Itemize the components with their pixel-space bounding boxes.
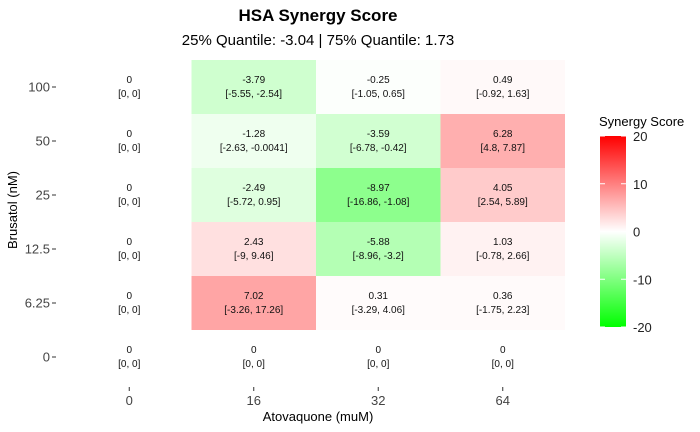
cell-value-label: 0 [126, 183, 132, 194]
cell-value-label: 0.49 [493, 75, 513, 86]
cell-value-label: 0 [126, 237, 132, 248]
cell-ci-label: [-5.55, -2.54] [225, 89, 282, 100]
heatmap-cell [191, 60, 316, 114]
heatmap-cell [191, 222, 316, 276]
cell-value-label: -3.79 [242, 75, 265, 86]
cell-value-label: 0 [500, 345, 506, 356]
heatmap-cell [440, 222, 565, 276]
cell-value-label: 1.03 [493, 237, 513, 248]
chart-title: HSA Synergy Score [238, 6, 397, 25]
x-tick-label: 32 [371, 393, 385, 408]
y-tick-label: 12.5 [25, 242, 50, 257]
heatmap-cell [67, 276, 192, 330]
cell-ci-label: [0, 0] [118, 305, 140, 316]
cell-value-label: 2.43 [244, 237, 264, 248]
cell-value-label: -5.88 [367, 237, 390, 248]
cell-ci-label: [4.8, 7.87] [481, 143, 526, 154]
heatmap-cell [67, 168, 192, 222]
heatmap-cell [440, 114, 565, 168]
heatmap-cell [67, 330, 192, 384]
heatmap-cell [67, 114, 192, 168]
x-tick-label: 64 [496, 393, 510, 408]
cell-ci-label: [-6.78, -0.42] [350, 143, 407, 154]
cell-value-label: 7.02 [244, 291, 264, 302]
heatmap-cell [191, 330, 316, 384]
heatmap-cell [191, 168, 316, 222]
cell-value-label: 4.05 [493, 183, 513, 194]
heatmap-cell [440, 60, 565, 114]
cell-value-label: 6.28 [493, 129, 513, 140]
cell-value-label: 0 [126, 75, 132, 86]
cell-ci-label: [-1.05, 0.65] [352, 89, 406, 100]
x-tick-label: 0 [126, 393, 133, 408]
cell-ci-label: [-0.78, 2.66] [476, 251, 530, 262]
axes: 100 50 25 12.5 6.25 0 0 16 32 64 [25, 80, 510, 409]
cell-ci-label: [0, 0] [243, 359, 265, 370]
cell-ci-label: [0, 0] [118, 197, 140, 208]
heatmap-cell [316, 168, 441, 222]
legend-tick-label: 20 [633, 129, 647, 144]
heatmap-cell [191, 114, 316, 168]
heatmap-cell [191, 276, 316, 330]
y-tick-label: 50 [36, 134, 50, 149]
x-axis-title: Atovaquone (muM) [263, 409, 374, 424]
heatmap-cell [316, 60, 441, 114]
cell-value-label: 0.31 [369, 291, 389, 302]
cell-ci-label: [2.54, 5.89] [478, 197, 528, 208]
cell-value-label: -8.97 [367, 183, 390, 194]
cell-ci-label: [0, 0] [118, 251, 140, 262]
cell-ci-label: [-3.29, 4.06] [352, 305, 406, 316]
x-tick-label: 16 [247, 393, 261, 408]
heatmap-cell [316, 222, 441, 276]
cell-ci-label: [-16.86, -1.08] [347, 197, 409, 208]
cell-ci-label: [0, 0] [118, 359, 140, 370]
cell-value-label: 0 [251, 345, 257, 356]
cell-ci-label: [0, 0] [492, 359, 514, 370]
heatmap-cell [440, 330, 565, 384]
cell-value-label: 0 [126, 345, 132, 356]
cell-value-label: 0 [126, 291, 132, 302]
cell-ci-label: [-5.72, 0.95] [227, 197, 281, 208]
legend-tick-label: 10 [633, 177, 647, 192]
cell-ci-label: [0, 0] [118, 89, 140, 100]
cell-value-label: -0.25 [367, 75, 390, 86]
y-tick-label: 0 [43, 350, 50, 365]
y-tick-label: 25 [36, 188, 50, 203]
cell-value-label: 0.36 [493, 291, 513, 302]
cell-ci-label: [0, 0] [367, 359, 389, 370]
cell-ci-label: [-9, 9.46] [234, 251, 274, 262]
heatmap-cells: 0 [0, 0] -3.79 [-5.55, -2.54] -0.25 [-1.05, 0… [67, 60, 565, 384]
cell-value-label: 0 [126, 129, 132, 140]
cell-ci-label: [-3.26, 17.26] [224, 305, 283, 316]
heatmap-cell [440, 168, 565, 222]
legend-title: Synergy Score [599, 114, 684, 129]
cell-value-label: -2.49 [242, 183, 265, 194]
heatmap-cell [316, 276, 441, 330]
legend-tick-label: -20 [633, 320, 652, 335]
cell-ci-label: [-2.63, -0.0041] [220, 143, 288, 154]
heatmap-cell [440, 276, 565, 330]
chart-subtitle: 25% Quantile: -3.04 | 75% Quantile: 1.73 [182, 32, 454, 49]
legend-tick-label: 0 [633, 225, 640, 240]
heatmap-cell [316, 330, 441, 384]
cell-ci-label: [-0.92, 1.63] [476, 89, 530, 100]
y-tick-label: 6.25 [25, 296, 50, 311]
cell-value-label: -3.59 [367, 129, 390, 140]
y-tick-label: 100 [28, 80, 50, 95]
cell-ci-label: [0, 0] [118, 143, 140, 154]
legend-tick-label: -10 [633, 272, 652, 287]
heatmap-cell [67, 222, 192, 276]
cell-ci-label: [-8.96, -3.2] [353, 251, 404, 262]
y-axis-title: Brusatol (nM) [5, 171, 20, 249]
cell-value-label: 0 [375, 345, 381, 356]
cell-value-label: -1.28 [242, 129, 265, 140]
heatmap-cell [67, 60, 192, 114]
heatmap-cell [316, 114, 441, 168]
cell-ci-label: [-1.75, 2.23] [476, 305, 530, 316]
color-legend: Synergy Score 20 10 0 -10 -20 [599, 114, 684, 335]
